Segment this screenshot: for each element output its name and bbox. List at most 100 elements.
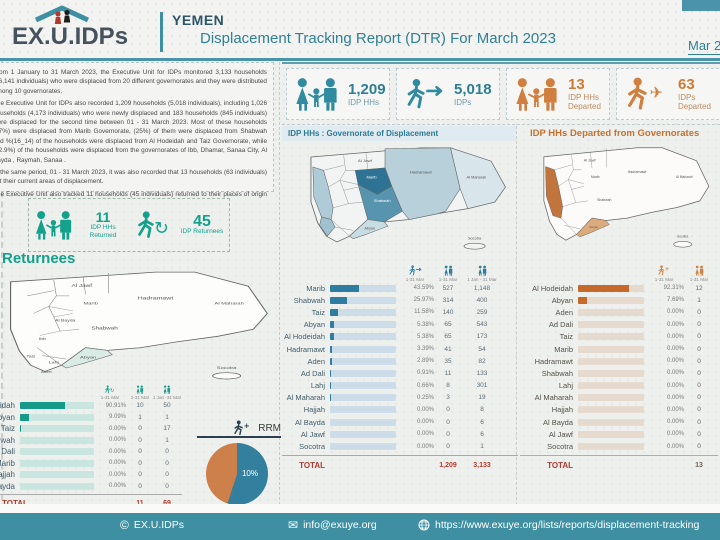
section-separator <box>516 126 517 505</box>
cumulative-value: 1 <box>165 413 169 421</box>
family-icon <box>134 385 146 394</box>
departed-map-title: IDP HHs Departed from Governorates <box>530 128 700 139</box>
total-row: TOTAL 13 <box>520 454 718 472</box>
stat-value: 5,018 <box>454 80 492 98</box>
walk-arrow-icon <box>408 265 423 276</box>
summary-paragraph: The Executive Unit also tracked 11 house… <box>0 190 267 198</box>
corner-tab <box>682 0 720 11</box>
governorate-label: Al Hodeidah <box>532 283 573 293</box>
table-row: Taiz 11.58% 140 259 <box>282 306 518 318</box>
summary-paragraph: The Executive Unit for IDPs also recorde… <box>0 100 267 164</box>
stat-idp-returnees: 45 IDP Returnees <box>134 209 225 241</box>
svg-text:Abyan: Abyan <box>364 227 374 231</box>
hh-value: 10 <box>136 402 144 410</box>
departed-map: Al Jawf Hadramawt Al Maharah Marib Shabwah Ab… <box>521 142 717 250</box>
table-row: Marib 43.59% 527 1,148 <box>282 282 518 294</box>
hh-value: 1 <box>138 413 142 421</box>
bar <box>20 402 94 410</box>
percent-value: 0.00% <box>416 443 434 450</box>
bar <box>20 448 94 456</box>
table-row: Hadramawt 3.39% 41 54 <box>282 343 518 355</box>
percent-value: 0.00% <box>108 483 126 490</box>
footer-bar: © EX.U.IDPs ✉ info@exuye.org https://www… <box>0 513 720 540</box>
returnees-table: 1-31 Mar 1-31 Mar 1 Jan -31 Mar Al Hodei… <box>0 380 182 509</box>
bar <box>578 430 644 438</box>
percent-value: 0.00% <box>666 394 684 401</box>
governorate-label: Abyan <box>303 320 325 330</box>
rrm-label: RRM <box>258 422 281 434</box>
hh-value: 0 <box>697 308 701 316</box>
bar <box>330 418 396 426</box>
returnees-map: Al Jawf Hadramawt Al Maharah Marib Shabwah Al… <box>0 266 280 382</box>
hh-value: 140 <box>442 308 454 316</box>
percent-value: 5.38% <box>416 333 434 340</box>
summary-paragraph: From 1 January to 31 March 2023, the Exe… <box>0 69 267 95</box>
table-row: Ad Dali 0.00% 0 <box>520 319 718 331</box>
hh-value: 8 <box>446 382 450 390</box>
svg-text:Marib: Marib <box>591 175 600 179</box>
percent-value: 0.00% <box>666 406 684 413</box>
stats-top-rule <box>282 62 720 64</box>
stat-label: IDP HHs Departed <box>568 93 601 111</box>
walk-arrow-icon <box>403 77 447 111</box>
envelope-icon: ✉ <box>288 518 299 532</box>
stat-idp-hhs-returned: 11 IDP HHs Returned <box>33 209 126 241</box>
governorate-label: Al Bayda <box>294 417 325 427</box>
percent-value: 0.00% <box>666 431 684 438</box>
bar <box>578 333 644 341</box>
bar <box>330 443 396 451</box>
hh-value: 314 <box>442 296 454 304</box>
column-header: 1-31 Mar <box>689 277 709 282</box>
bar <box>330 284 396 292</box>
percent-value: 0.00% <box>108 437 126 444</box>
stat-idp-hhs: 1,209 IDP HHs <box>286 68 390 120</box>
header-divider <box>160 12 163 52</box>
governorate-label: Taiz <box>559 332 573 342</box>
rrm-header: RRM <box>203 420 281 436</box>
bar <box>578 284 644 292</box>
svg-text:Al Jawf: Al Jawf <box>358 158 373 163</box>
hh-value: 0 <box>697 443 701 451</box>
prefooter-strip <box>0 504 720 513</box>
family-icon <box>513 76 561 112</box>
governorate-label: Socotra <box>547 442 573 452</box>
svg-text:Hadramawt: Hadramawt <box>628 170 647 174</box>
family-icon <box>476 265 489 276</box>
footer-email[interactable]: ✉ info@exuye.org <box>288 519 377 531</box>
percent-value: 0.00% <box>666 321 684 328</box>
departed-table-header: 1-31 Mar 1-31 Mar <box>520 256 718 282</box>
pie-slice-label: 10% <box>241 469 258 479</box>
percent-value: 5.38% <box>416 321 434 328</box>
footer-url[interactable]: https://www.exuye.org/lists/reports/disp… <box>418 519 699 531</box>
bar <box>20 413 94 421</box>
logo-text: EX.U.IDPs <box>12 23 128 50</box>
header-bar: EX.U.IDPs YEMEN Displacement Tracking Re… <box>0 0 720 61</box>
bar <box>330 369 396 377</box>
table-row: Al Bayda 0.00% 0 0 <box>0 481 182 493</box>
svg-text:Socotra: Socotra <box>468 237 481 241</box>
cumulative-value: 0 <box>165 482 169 490</box>
table-row: Socotra 0.00% 0 <box>520 440 718 452</box>
hh-value: 0 <box>446 406 450 414</box>
report-date-link[interactable]: Mar 2023 <box>688 38 720 55</box>
walk-return-icon <box>134 209 174 241</box>
governorate-label: Ad Dali <box>0 447 15 457</box>
table-row: Al Bayda 0.00% 0 6 <box>282 416 518 428</box>
svg-text:Abyan: Abyan <box>589 225 598 229</box>
percent-value: 0.91% <box>416 370 434 377</box>
table-row: Aden 0.00% 0 <box>520 306 718 318</box>
hh-value: 3 <box>446 394 450 402</box>
displacement-table-header: 1-31 Mar 1-31 Mar 1 Jan - 31 Mar <box>282 256 518 282</box>
rrm-pie-chart: 10% <box>206 443 268 505</box>
hh-value: 0 <box>697 418 701 426</box>
cumulative-value: 6 <box>480 430 484 438</box>
cumulative-value: 0 <box>165 448 169 456</box>
governorate-label: Aden <box>307 356 325 366</box>
hh-value: 0 <box>697 430 701 438</box>
governorate-label: Marib <box>306 283 325 293</box>
svg-text:Hadramawt: Hadramawt <box>138 296 174 301</box>
returnee-stats-box: 11 IDP HHs Returned 45 IDP Returnees <box>28 198 230 252</box>
footer-url-text: https://www.exuye.org/lists/reports/disp… <box>435 519 700 531</box>
hh-value: 0 <box>138 459 142 467</box>
bar <box>578 394 644 402</box>
